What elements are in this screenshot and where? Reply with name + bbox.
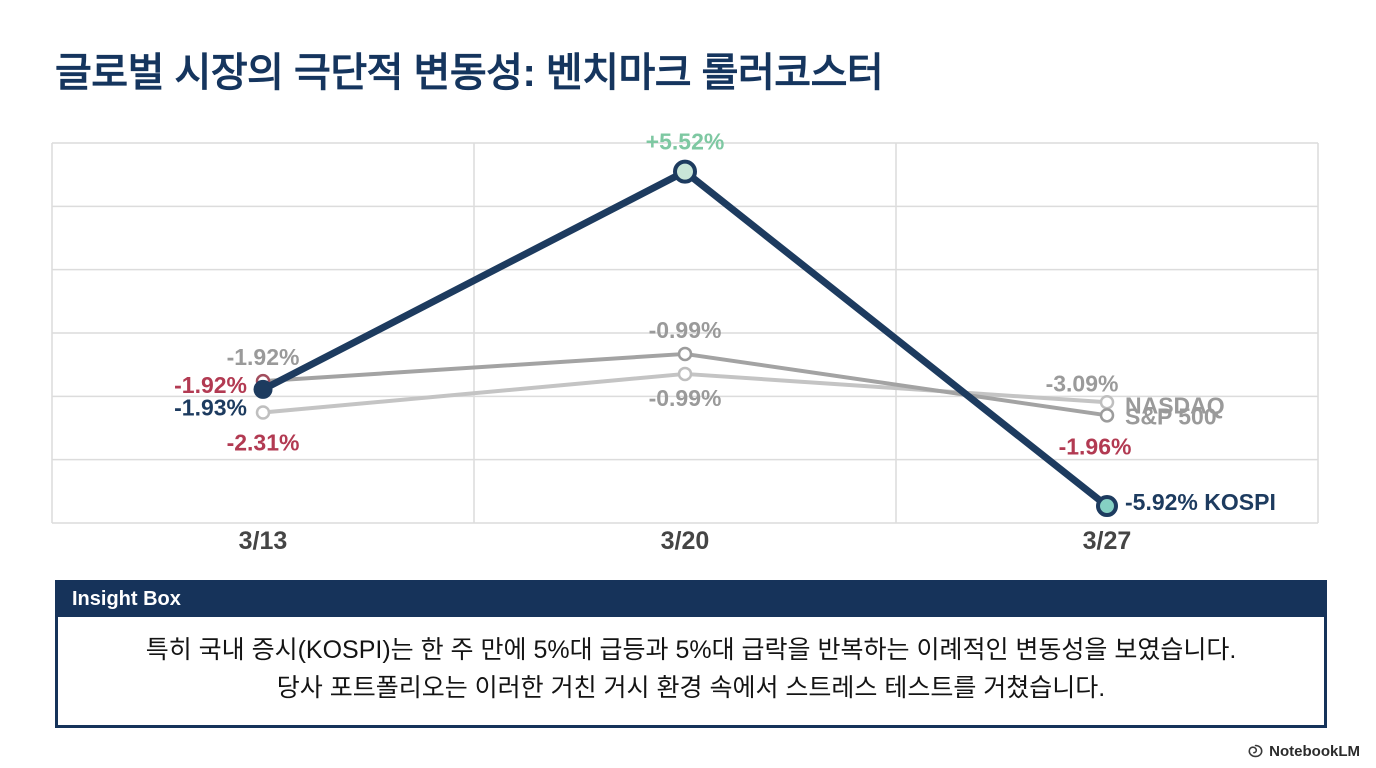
data-point-marker xyxy=(677,346,693,362)
point-label: -3.09% xyxy=(1046,370,1119,396)
point-label: -5.92% KOSPI xyxy=(1125,489,1276,515)
data-point-marker xyxy=(255,405,271,420)
notebooklm-logo-icon xyxy=(1247,743,1264,760)
point-label: -1.96% xyxy=(1059,433,1132,459)
point-label: -2.31% xyxy=(227,430,300,456)
point-label: +5.52% xyxy=(646,133,725,155)
x-axis-label: 3/13 xyxy=(239,527,288,555)
point-label: S&P 500 xyxy=(1125,403,1217,429)
chart-canvas: -1.93% +5.52% -5.92% KOSPI -1.92%-1.92% -0.9… xyxy=(51,133,1319,555)
x-axis-label: 3/20 xyxy=(661,527,710,555)
brand-footer: NotebookLM xyxy=(1247,743,1360,760)
insight-line-2: 당사 포트폴리오는 이러한 거친 거시 환경 속에서 스트레스 테스트를 거쳤습… xyxy=(276,673,1106,702)
data-point-marker xyxy=(253,379,273,399)
point-label: -0.99% xyxy=(649,317,722,343)
insight-box: Insight Box 특히 국내 증시(KOSPI)는 한 주 만에 5%대 … xyxy=(55,580,1336,737)
insight-box-title: Insight Box xyxy=(72,588,181,610)
page-title: 글로벌 시장의 극단적 변동성: 벤치마크 롤러코스터 xyxy=(55,51,884,95)
data-point-marker xyxy=(1099,395,1115,410)
series-kospi xyxy=(253,159,1118,518)
insight-box-body: 특히 국내 증시(KOSPI)는 한 주 만에 5%대 급등과 5%대 급락을 … xyxy=(58,617,1324,725)
data-point-marker xyxy=(677,366,693,382)
x-axis-labels: 3/13 3/20 3/27 xyxy=(239,527,1132,555)
data-point-marker xyxy=(1099,408,1115,423)
point-labels: -1.93% +5.52% -5.92% KOSPI -1.92%-1.92% -0.9… xyxy=(174,133,1276,515)
x-axis-label: 3/27 xyxy=(1083,527,1132,555)
point-label: -0.99% xyxy=(649,385,722,411)
insight-line-1: 특히 국내 증시(KOSPI)는 한 주 만에 5%대 급등과 5%대 급락을 … xyxy=(145,636,1237,664)
point-label: NASDAQ xyxy=(1125,392,1225,418)
point-label: -1.92% xyxy=(227,344,300,370)
data-point-marker xyxy=(673,159,697,184)
benchmark-volatility-chart: -1.93% +5.52% -5.92% KOSPI -1.92% -1.92% -0.9… xyxy=(48,133,1330,573)
insight-box-header: Insight Box xyxy=(58,583,1324,617)
point-label: -1.93% xyxy=(174,394,247,420)
data-point-marker xyxy=(1096,495,1118,518)
point-label: -1.92% xyxy=(174,372,247,398)
brand-name: NotebookLM xyxy=(1269,743,1360,760)
